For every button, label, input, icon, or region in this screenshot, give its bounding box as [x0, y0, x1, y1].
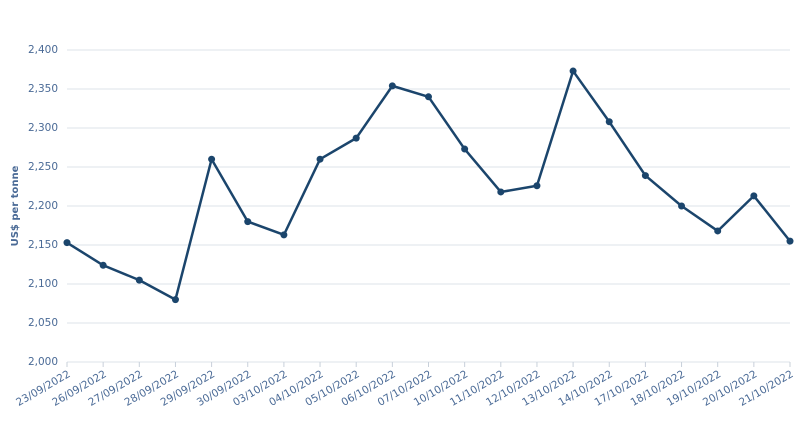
data-point [388, 82, 396, 90]
data-point [63, 239, 71, 247]
data-point [786, 237, 794, 245]
y-tick-label: 2,350 [28, 83, 58, 95]
y-tick-label: 2,100 [28, 278, 58, 290]
data-point [171, 296, 179, 304]
data-point [678, 202, 686, 210]
data-point [316, 155, 324, 163]
y-tick-label: 2,400 [28, 44, 58, 56]
data-point [569, 67, 577, 75]
data-point [208, 155, 216, 163]
data-point [533, 182, 541, 190]
data-point [714, 227, 722, 235]
data-point [244, 218, 252, 226]
data-point [750, 192, 758, 200]
data-point [99, 261, 107, 269]
data-point [641, 172, 649, 180]
y-tick-label: 2,250 [28, 161, 58, 173]
data-point [605, 118, 613, 126]
data-point [425, 93, 432, 101]
data-point [135, 276, 143, 284]
data-point [461, 145, 469, 153]
data-point [280, 231, 288, 239]
data-point [352, 134, 360, 142]
y-tick-label: 2,050 [28, 317, 58, 329]
data-point [497, 188, 505, 196]
y-axis-label: US$ per tonne [10, 165, 21, 246]
y-tick-label: 2,200 [28, 200, 58, 212]
y-tick-label: 2,300 [28, 122, 58, 134]
y-tick-label: 2,150 [28, 239, 58, 251]
y-tick-label: 2,000 [28, 356, 58, 368]
data-line [66, 69, 791, 301]
